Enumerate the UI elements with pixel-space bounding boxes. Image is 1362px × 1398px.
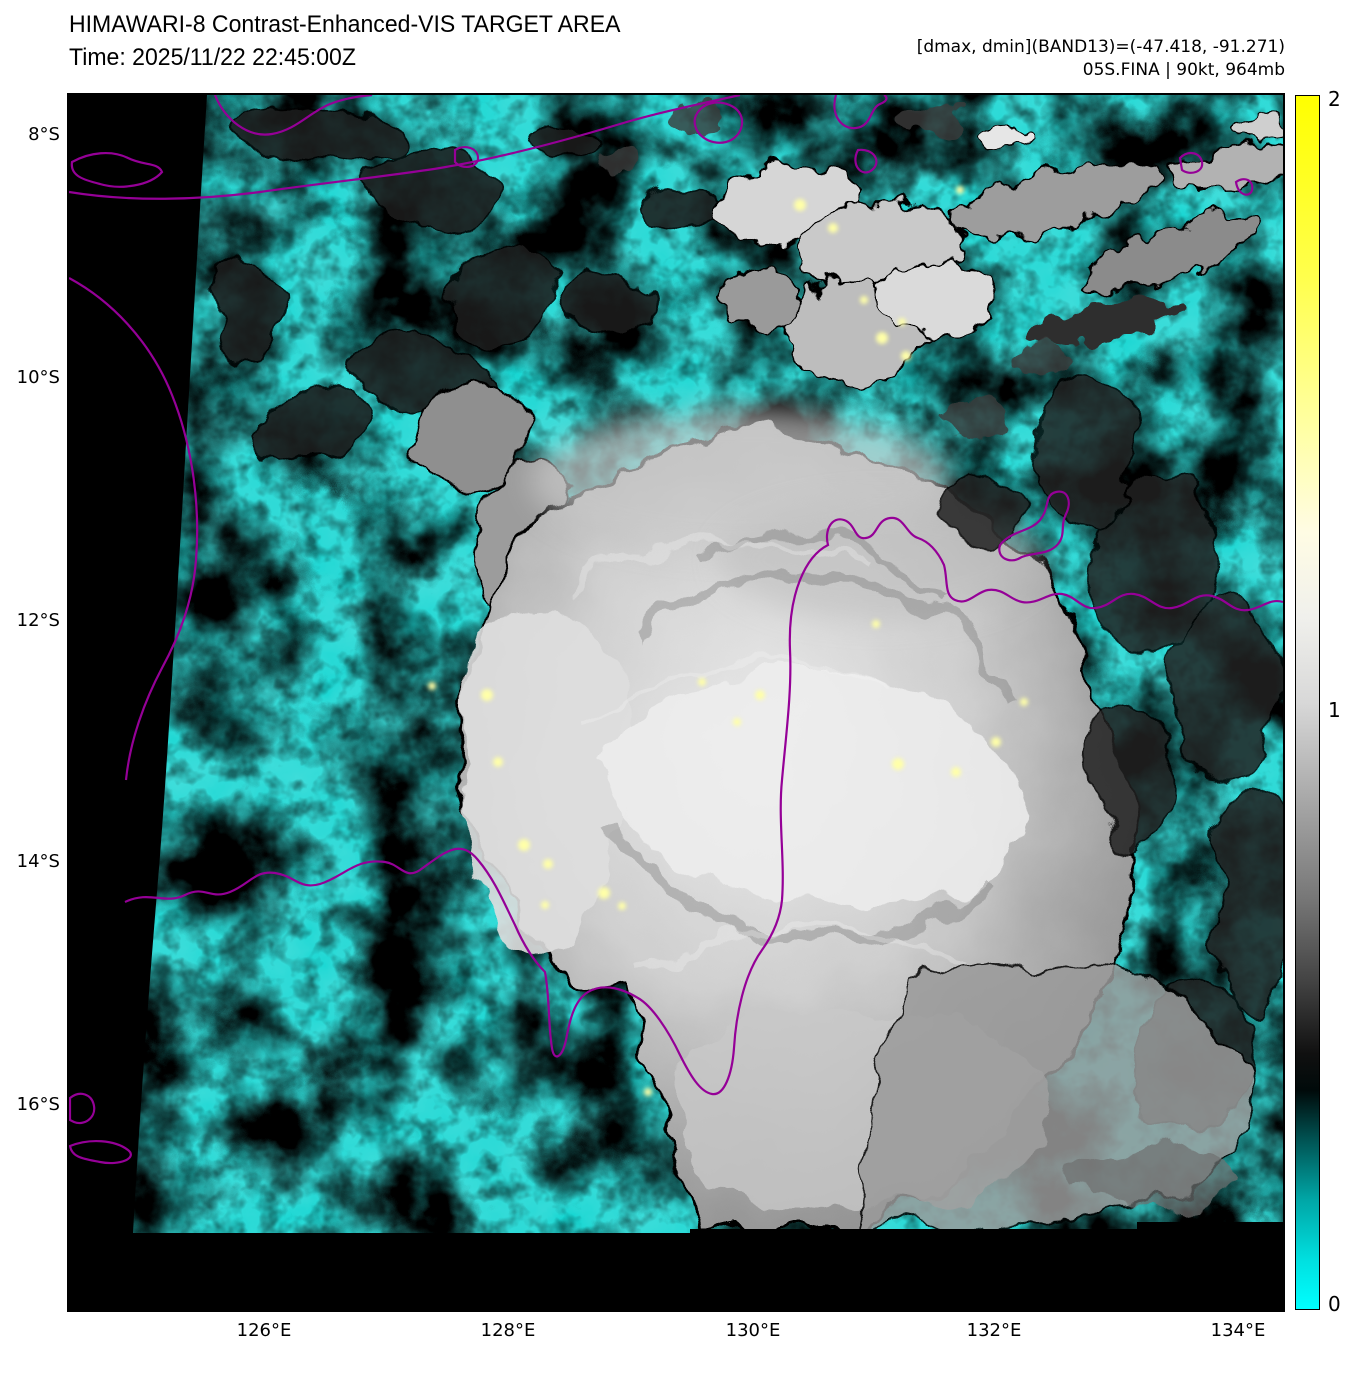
- scattered-small-clouds: [598, 106, 1068, 440]
- convective-hotspots: [428, 186, 1028, 1096]
- copyright-text: Copyright © 2020-2025 Dapiya: [147, 1373, 545, 1398]
- coastline-island-sawu: [453, 146, 480, 168]
- colorbar-tick-2: 2: [1328, 87, 1341, 111]
- dark-clouds-northwest: [208, 105, 721, 462]
- header-title-block: HIMAWARI-8 Contrast-Enhanced-VIS TARGET …: [69, 8, 620, 74]
- storm-intensity-annotation: 05S.FINA | 90kt, 964mb: [1082, 60, 1285, 80]
- coastline-timor-south: [69, 95, 741, 200]
- x-tick-128e: 128°E: [480, 1320, 536, 1341]
- coastline-island-ne-small2: [1234, 178, 1254, 196]
- coastline-timor-southeast: [69, 277, 199, 781]
- y-tick-12s: 12°S: [16, 610, 60, 631]
- satellite-image: [69, 95, 1283, 1310]
- x-tick-126e: 126°E: [236, 1320, 292, 1341]
- cloud-streaks-northeast: [951, 115, 1283, 346]
- dark-clouds-east: [941, 376, 1283, 1140]
- y-tick-8s: 8°S: [28, 124, 60, 145]
- spiral-banding-light: [558, 536, 962, 963]
- coastline-kimberley-island-a: [69, 1092, 96, 1125]
- coastline-roti-island: [70, 152, 164, 188]
- coastline-layer: [69, 95, 1283, 1165]
- x-tick-132e: 132°E: [966, 1320, 1022, 1341]
- coastline-kimberley-island-b: [69, 1140, 132, 1165]
- y-tick-10s: 10°S: [16, 367, 60, 388]
- coastline-timor-north-dip: [213, 95, 373, 136]
- x-tick-130e: 130°E: [725, 1320, 781, 1341]
- timestamp: Time: 2025/11/22 22:45:00Z: [69, 44, 356, 71]
- colorbar-tick-1: 1: [1328, 698, 1341, 722]
- cloud-sheet-southeast: [858, 957, 1251, 1230]
- coastline-australia-main: [124, 516, 1283, 1096]
- map-area: Copyright © 2020-2025 Dapiya: [67, 93, 1285, 1398]
- coastline-tiwi-islands: [998, 490, 1070, 562]
- y-tick-14s: 14°S: [16, 851, 60, 872]
- coastline-island-ne-small1: [1178, 152, 1204, 174]
- convective-cluster-north: [717, 162, 993, 385]
- colorbar-gradient: [1295, 95, 1320, 1310]
- header-annotation-block: [dmax, dmin](BAND13)=(-47.418, -91.271) …: [917, 36, 1285, 82]
- coastline-island-north-c: [854, 148, 878, 174]
- x-tick-134e: 134°E: [1210, 1320, 1266, 1341]
- page-title: HIMAWARI-8 Contrast-Enhanced-VIS TARGET …: [69, 11, 621, 38]
- y-tick-16s: 16°S: [16, 1094, 60, 1115]
- coastline-island-north-a: [693, 101, 744, 144]
- colorbar-tick-0: 0: [1328, 1292, 1341, 1316]
- coastline-island-north-b: [833, 95, 888, 130]
- band13-range-annotation: [dmax, dmin](BAND13)=(-47.418, -91.271): [916, 37, 1285, 57]
